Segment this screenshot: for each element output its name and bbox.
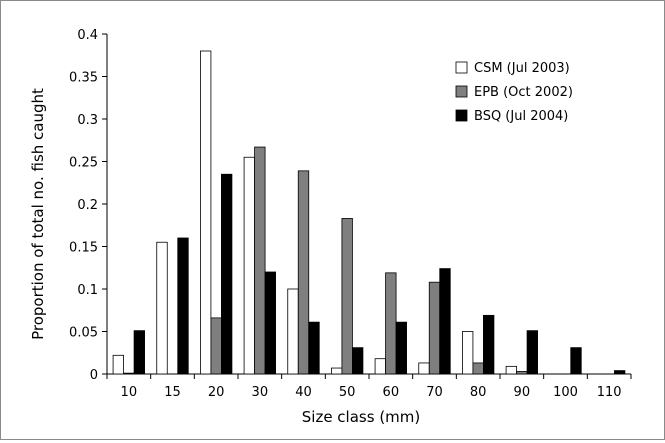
bar [428,281,441,375]
y-tick-label: 0.15 [69,241,98,256]
legend-swatch [455,61,468,74]
x-tick-label: 15 [164,385,181,400]
bar [418,362,430,375]
bar [462,331,474,375]
y-tick-label: 0.3 [77,113,98,128]
x-tick-label: 30 [252,385,269,400]
bar [133,330,145,375]
bar [395,321,407,375]
y-tick-label: 0.35 [69,71,98,86]
legend-swatch [455,109,468,122]
legend-swatch [455,85,468,98]
x-tick-label: 10 [121,385,138,400]
bar [374,358,386,375]
x-tick-label: 110 [597,385,622,400]
bar [200,50,212,375]
legend-label: BSQ (Jul 2004) [474,109,568,124]
y-tick-label: 0.05 [69,326,98,341]
x-tick-label: 70 [426,385,443,400]
bar [264,271,276,375]
bar [221,173,233,375]
ticks: 0 0.05 0.1 0.15 0.2 0.25 0.3 0.35 0.4 10 15 20 30 40 5… [69,28,632,400]
y-axis-label: Proportion of total no. fish caught [29,88,47,340]
bar [341,218,353,375]
bar [123,372,135,375]
bar [243,156,255,375]
bar [297,170,310,375]
bar [308,321,320,375]
y-tick-label: 0.1 [77,283,98,298]
legend-label: CSM (Jul 2003) [474,61,570,76]
y-tick-label: 0.25 [69,156,98,171]
bar [331,367,343,375]
bar [385,272,397,375]
bar [472,362,484,375]
bar [570,347,582,375]
x-tick-label: 80 [470,385,487,400]
x-tick-label: 90 [514,385,531,400]
bar [156,241,168,375]
x-tick-label: 40 [295,385,312,400]
bar [210,317,222,375]
bar [177,237,189,375]
bar [483,314,495,375]
y-tick-label: 0 [90,368,98,383]
y-tick-label: 0.4 [77,28,98,43]
x-axis-label: Size class (mm) [302,408,421,426]
bar [254,146,266,375]
x-tick-label: 60 [383,385,400,400]
bar [526,330,538,375]
bar [112,354,124,375]
bar [505,365,517,375]
bar [439,268,451,375]
bar [614,370,626,375]
x-tick-label: 100 [553,385,578,400]
legend-label: EPB (Oct 2002) [474,85,573,100]
x-tick-label: 50 [339,385,356,400]
legend: CSM (Jul 2003) EPB (Oct 2002) BSQ (Jul 200… [455,61,573,124]
y-tick-label: 0.2 [77,198,98,213]
bars [112,50,626,375]
bar [287,288,299,375]
x-tick-label: 20 [208,385,225,400]
bar [352,347,364,375]
bar [516,371,528,375]
